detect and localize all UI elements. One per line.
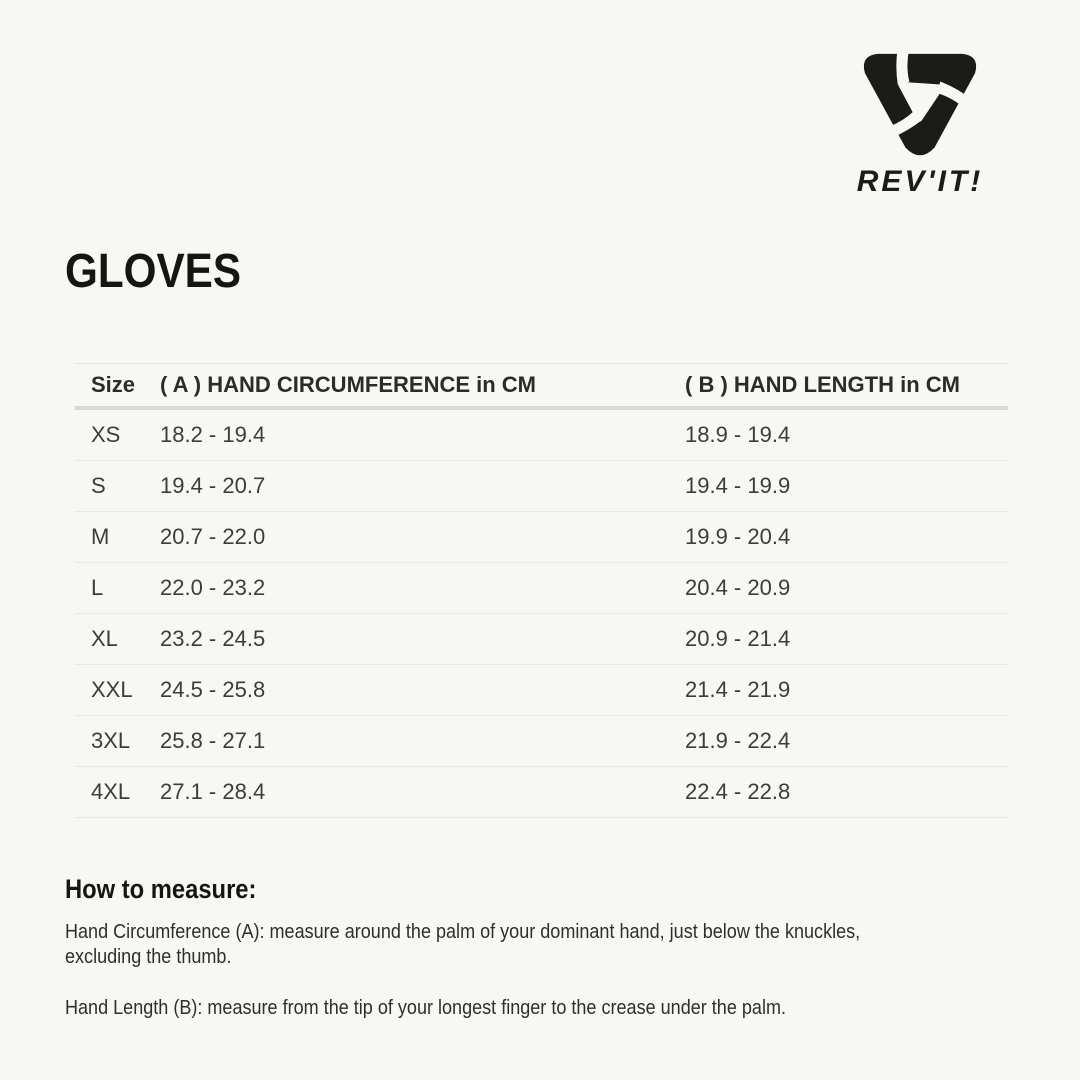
circumference-cell: 22.0 - 23.2 xyxy=(160,562,685,614)
circumference-cell: 19.4 - 20.7 xyxy=(160,460,685,512)
glove-size-table: Size ( A ) HAND CIRCUMFERENCE in CM ( B … xyxy=(75,363,1008,818)
circumference-cell: 24.5 - 25.8 xyxy=(160,664,685,716)
how-to-measure-heading: How to measure: xyxy=(65,874,257,904)
length-cell: 18.9 - 19.4 xyxy=(685,408,1008,461)
size-cell: M xyxy=(75,511,160,563)
circumference-cell: 20.7 - 22.0 xyxy=(160,511,685,563)
circumference-cell: 25.8 - 27.1 xyxy=(160,715,685,767)
size-cell: S xyxy=(75,460,160,512)
table-row: 4XL 27.1 - 28.4 22.4 - 22.8 xyxy=(75,766,1008,818)
table-row: M 20.7 - 22.0 19.9 - 20.4 xyxy=(75,511,1008,563)
size-cell: 3XL xyxy=(75,715,160,767)
table-row: XXL 24.5 - 25.8 21.4 - 21.9 xyxy=(75,664,1008,716)
size-cell: XS xyxy=(75,408,160,461)
size-cell: L xyxy=(75,562,160,614)
size-cell: XL xyxy=(75,613,160,665)
header-hand-length: ( B ) HAND LENGTH in CM xyxy=(685,363,1008,410)
measure-paragraph-hand-length: Hand Length (B): measure from the tip of… xyxy=(65,996,786,1019)
page-title: GLOVES xyxy=(65,245,242,298)
size-cell: 4XL xyxy=(75,766,160,818)
revit-shield-icon xyxy=(863,50,977,156)
length-cell: 20.4 - 20.9 xyxy=(685,562,1008,614)
table-row: 3XL 25.8 - 27.1 21.9 - 22.4 xyxy=(75,715,1008,767)
length-cell: 20.9 - 21.4 xyxy=(685,613,1008,665)
header-hand-circumference: ( A ) HAND CIRCUMFERENCE in CM xyxy=(160,363,685,410)
length-cell: 22.4 - 22.8 xyxy=(685,766,1008,818)
circumference-cell: 18.2 - 19.4 xyxy=(160,408,685,461)
size-cell: XXL xyxy=(75,664,160,716)
circumference-cell: 27.1 - 28.4 xyxy=(160,766,685,818)
how-to-measure-section: How to measure: Hand Circumference (A): … xyxy=(65,874,1059,1020)
table-row: XL 23.2 - 24.5 20.9 - 21.4 xyxy=(75,613,1008,665)
length-cell: 19.4 - 19.9 xyxy=(685,460,1008,512)
circumference-cell: 23.2 - 24.5 xyxy=(160,613,685,665)
header-size: Size xyxy=(75,363,160,410)
length-cell: 19.9 - 20.4 xyxy=(685,511,1008,563)
brand-wordmark: REV'IT! xyxy=(856,165,984,198)
table-row: XS 18.2 - 19.4 18.9 - 19.4 xyxy=(75,408,1008,461)
table-row: S 19.4 - 20.7 19.4 - 19.9 xyxy=(75,460,1008,512)
measure-paragraph-hand-circumference: Hand Circumference (A): measure around t… xyxy=(65,920,861,968)
length-cell: 21.9 - 22.4 xyxy=(685,715,1008,767)
brand-logo: REV'IT! xyxy=(842,50,998,199)
length-cell: 21.4 - 21.9 xyxy=(685,664,1008,716)
table-row: L 22.0 - 23.2 20.4 - 20.9 xyxy=(75,562,1008,614)
table-header-row: Size ( A ) HAND CIRCUMFERENCE in CM ( B … xyxy=(75,363,1008,410)
